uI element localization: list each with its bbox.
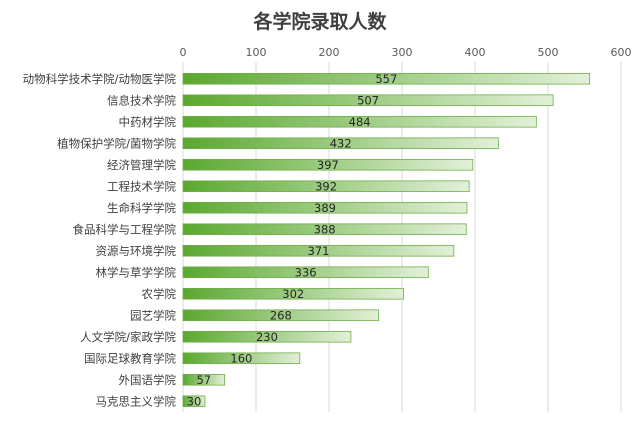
bar xyxy=(182,180,470,193)
data-label: 484 xyxy=(349,115,371,129)
bar xyxy=(182,287,404,300)
data-label: 336 xyxy=(295,265,317,279)
data-label: 30 xyxy=(187,394,202,408)
x-tick-label: 300 xyxy=(392,46,413,59)
bar xyxy=(182,266,429,279)
bars xyxy=(182,72,591,408)
category-label: 生命科学学院 xyxy=(107,201,176,215)
x-tick-label: 100 xyxy=(246,46,267,59)
data-label: 557 xyxy=(375,72,397,86)
data-label: 302 xyxy=(282,287,304,301)
category-label: 经济管理学院 xyxy=(107,158,176,172)
category-label: 食品科学与工程学院 xyxy=(73,222,177,236)
bar xyxy=(182,330,352,343)
category-labels: 动物科学技术学院/动物医学院信息技术学院中药材学院植物保护学院/菌物学院经济管理… xyxy=(23,72,177,409)
category-label: 工程技术学院 xyxy=(107,179,176,193)
category-label: 外国语学院 xyxy=(119,373,177,387)
x-tick-label: 0 xyxy=(180,46,187,59)
data-label: 432 xyxy=(330,136,352,150)
data-label: 392 xyxy=(315,179,337,193)
bar xyxy=(182,352,301,365)
category-label: 植物保护学院/菌物学院 xyxy=(57,136,176,150)
x-tick-label: 400 xyxy=(465,46,486,59)
data-label: 388 xyxy=(314,222,336,236)
data-label: 160 xyxy=(230,351,252,365)
x-axis-ticks: 0 100 200 300 400 500 600 xyxy=(180,46,632,59)
data-label: 397 xyxy=(317,158,339,172)
x-tick-label: 600 xyxy=(611,46,632,59)
x-tick-label: 500 xyxy=(538,46,559,59)
data-labels: 557 507 484 432 397 392 389 388 371 336 302 268 230 1… xyxy=(187,72,398,409)
data-label: 371 xyxy=(307,244,329,258)
data-label: 57 xyxy=(196,373,211,387)
data-label: 389 xyxy=(314,201,336,215)
category-label: 人文学院/家政学院 xyxy=(80,330,176,344)
bar xyxy=(182,158,474,171)
category-label: 资源与环境学院 xyxy=(96,244,177,258)
bar xyxy=(182,373,226,386)
bar xyxy=(182,395,206,408)
data-label: 268 xyxy=(270,308,292,322)
bar xyxy=(182,223,467,236)
bar xyxy=(182,94,554,107)
category-label: 中药材学院 xyxy=(119,115,177,129)
bar xyxy=(182,115,537,128)
chart-title: 各学院录取人数 xyxy=(252,10,387,33)
bar xyxy=(182,201,468,214)
category-label: 农学院 xyxy=(142,287,177,301)
bar xyxy=(182,244,455,257)
data-label: 230 xyxy=(256,330,278,344)
x-tick-label: 200 xyxy=(319,46,340,59)
category-label: 林学与草学学院 xyxy=(96,265,177,279)
data-label: 507 xyxy=(357,93,379,107)
category-label: 动物科学技术学院/动物医学院 xyxy=(23,72,177,86)
category-label: 马克思主义学院 xyxy=(96,394,177,408)
bar xyxy=(182,137,499,150)
category-label: 国际足球教育学院 xyxy=(84,351,176,365)
bar xyxy=(182,309,380,322)
category-label: 信息技术学院 xyxy=(107,93,176,107)
bar xyxy=(182,72,591,85)
category-label: 园艺学院 xyxy=(130,308,176,322)
